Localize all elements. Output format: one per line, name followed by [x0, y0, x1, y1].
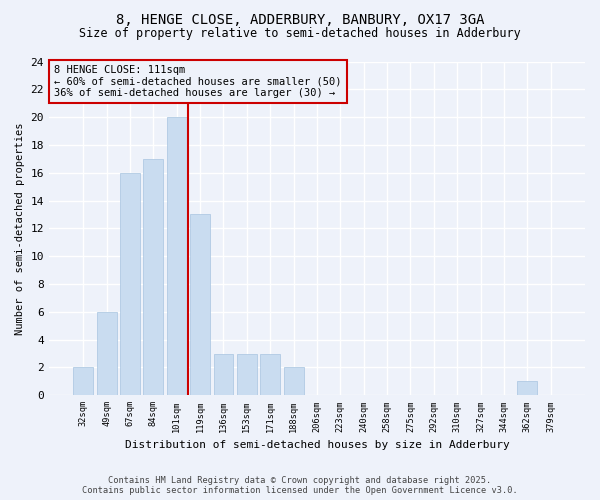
Bar	[73, 368, 93, 396]
Text: 8, HENGE CLOSE, ADDERBURY, BANBURY, OX17 3GA: 8, HENGE CLOSE, ADDERBURY, BANBURY, OX17…	[116, 12, 484, 26]
Bar	[167, 117, 187, 396]
Bar	[284, 368, 304, 396]
X-axis label: Distribution of semi-detached houses by size in Adderbury: Distribution of semi-detached houses by …	[125, 440, 509, 450]
Text: Size of property relative to semi-detached houses in Adderbury: Size of property relative to semi-detach…	[79, 28, 521, 40]
Bar	[97, 312, 116, 396]
Bar	[143, 159, 163, 396]
Bar	[260, 354, 280, 396]
Text: 8 HENGE CLOSE: 111sqm
← 60% of semi-detached houses are smaller (50)
36% of semi: 8 HENGE CLOSE: 111sqm ← 60% of semi-deta…	[54, 65, 342, 98]
Bar	[517, 382, 537, 396]
Bar	[120, 173, 140, 396]
Bar	[237, 354, 257, 396]
Bar	[190, 214, 210, 396]
Y-axis label: Number of semi-detached properties: Number of semi-detached properties	[15, 122, 25, 334]
Bar	[214, 354, 233, 396]
Text: Contains HM Land Registry data © Crown copyright and database right 2025.
Contai: Contains HM Land Registry data © Crown c…	[82, 476, 518, 495]
